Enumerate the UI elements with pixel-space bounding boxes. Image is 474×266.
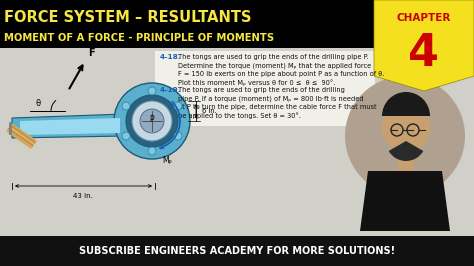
Text: 43 in.: 43 in. [73, 193, 93, 199]
Circle shape [122, 102, 130, 110]
Text: F: F [88, 48, 95, 58]
Circle shape [122, 132, 130, 140]
Circle shape [148, 87, 156, 95]
Bar [398, 159, 414, 171]
Text: FORCE SYSTEM – RESULTANTS: FORCE SYSTEM – RESULTANTS [4, 10, 252, 26]
Circle shape [114, 83, 190, 159]
Text: The tongs are used to grip the ends of the drilling pipe P.
Determine the torque: The tongs are used to grip the ends of t… [178, 54, 384, 86]
Text: The tongs are used to grip the ends of the drilling
pipe P. If a torque (moment): The tongs are used to grip the ends of t… [178, 87, 377, 119]
Circle shape [174, 102, 182, 110]
Wedge shape [389, 141, 423, 161]
Text: MOMENT OF A FORCE - PRINCIPLE OF MOMENTS: MOMENT OF A FORCE - PRINCIPLE OF MOMENTS [4, 33, 274, 43]
Polygon shape [374, 0, 474, 91]
Polygon shape [20, 118, 120, 135]
Circle shape [126, 95, 178, 147]
Wedge shape [382, 92, 430, 116]
Bar [155, 51, 375, 126]
Circle shape [174, 132, 182, 140]
Text: 4: 4 [409, 31, 439, 74]
Circle shape [132, 101, 172, 141]
Text: 6 in.: 6 in. [202, 108, 217, 114]
Text: θ: θ [36, 99, 41, 109]
Circle shape [148, 147, 156, 155]
Text: 4–19.: 4–19. [160, 87, 182, 93]
Circle shape [345, 76, 465, 196]
Text: P: P [150, 115, 155, 124]
Circle shape [140, 109, 164, 133]
Text: SUBSCRIBE ENGINEERS ACADEMY FOR MORE SOLUTIONS!: SUBSCRIBE ENGINEERS ACADEMY FOR MORE SOL… [79, 246, 395, 256]
Text: CHAPTER: CHAPTER [397, 13, 451, 23]
Polygon shape [12, 101, 155, 141]
Text: 4–18.: 4–18. [160, 54, 182, 60]
Polygon shape [360, 171, 450, 231]
Bar [0, 236, 474, 266]
Circle shape [382, 104, 430, 152]
Bar [0, 0, 474, 48]
Bar [0, 48, 474, 236]
Text: Mₚ: Mₚ [162, 156, 172, 165]
